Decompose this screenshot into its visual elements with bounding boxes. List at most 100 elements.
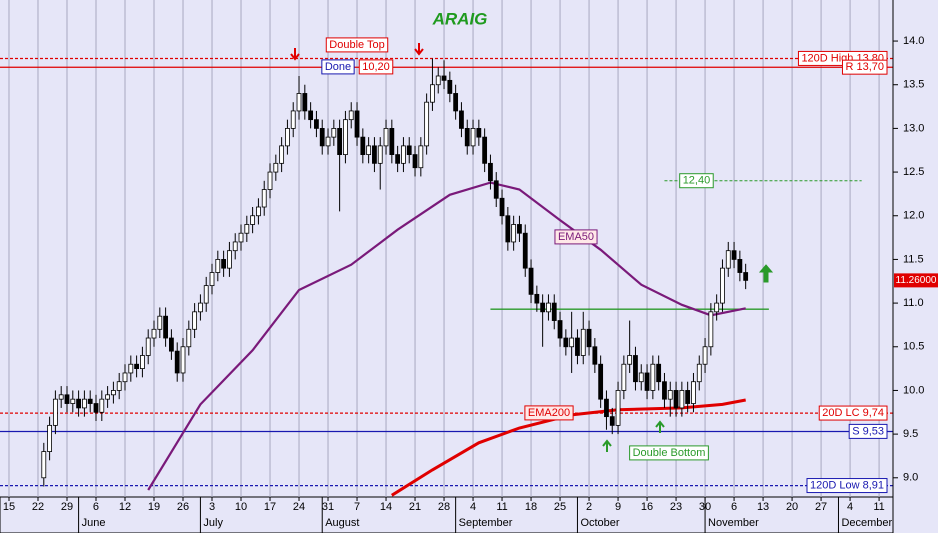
candle-body: [70, 398, 76, 404]
candle-body: [406, 145, 412, 156]
candle-body: [464, 127, 470, 147]
candle-body: [169, 337, 174, 352]
candle-body: [238, 232, 244, 243]
candle-body: [517, 224, 522, 234]
candle-body: [546, 302, 551, 313]
legend-label: EMA50: [558, 231, 594, 243]
candle-body: [743, 272, 749, 281]
month-label: June: [82, 517, 106, 529]
candle-body: [52, 398, 58, 426]
candle-body: [203, 285, 209, 304]
candle-body: [435, 75, 441, 86]
y-tick-label: 11.5: [903, 253, 924, 265]
chart-title: ARAIG: [432, 9, 488, 28]
label-box: [554, 229, 598, 245]
candle-body: [215, 259, 221, 273]
candle-body: [360, 136, 366, 156]
candle-body: [586, 328, 592, 348]
annotation: Done: [325, 61, 351, 73]
candle-body: [418, 145, 424, 169]
candle-body: [58, 394, 64, 400]
candle-body: [151, 328, 157, 339]
candle-body: [401, 145, 406, 164]
x-tick-label: 25: [554, 501, 566, 513]
candle-body: [679, 390, 685, 409]
label-box: [524, 405, 574, 421]
candle-body: [209, 272, 215, 287]
y-tick-label: 13.5: [903, 79, 924, 91]
y-tick-label: 11.0: [903, 297, 924, 309]
candle-body: [691, 381, 696, 404]
candle-body: [696, 363, 702, 383]
arrow-down: [290, 48, 300, 61]
candle-body: [232, 241, 238, 252]
candle-body: [737, 259, 743, 273]
candle-body: [273, 162, 279, 173]
candle-body: [145, 337, 151, 356]
candle-body: [47, 424, 52, 452]
y-tick-label: 9.5: [903, 428, 918, 440]
candle-body: [488, 162, 493, 182]
level-label: 120D Low 8,91: [810, 480, 884, 492]
y-tick-label: 13.0: [903, 122, 924, 134]
candle-body: [140, 355, 145, 370]
candle-body: [557, 320, 563, 339]
candle-body: [731, 250, 737, 260]
label-box: [321, 59, 355, 75]
month-label: August: [325, 517, 359, 529]
candle-body: [285, 127, 290, 147]
x-tick-label: 27: [815, 501, 827, 513]
arrow-up: [655, 420, 665, 433]
candle-body: [302, 93, 308, 112]
candle-body: [569, 337, 575, 348]
candle-body: [308, 110, 314, 121]
label-box: [841, 59, 888, 75]
candle-body: [615, 390, 621, 426]
candle-body: [227, 250, 232, 269]
candle-body: [505, 215, 511, 243]
candle-body: [662, 381, 667, 400]
x-tick-label: 17: [264, 501, 276, 513]
candle-body: [673, 390, 679, 409]
candle-body: [128, 363, 134, 374]
candle-body: [580, 328, 586, 356]
candle-body: [592, 346, 598, 365]
candle-body: [93, 403, 99, 413]
candle-body: [395, 154, 401, 164]
candle-body: [650, 363, 656, 391]
candle-body: [725, 250, 731, 269]
month-label: July: [203, 517, 223, 529]
candle-body: [470, 127, 476, 147]
candle-body: [256, 206, 261, 217]
level-label: R 13,70: [845, 61, 884, 73]
arrow-up: [758, 264, 774, 283]
x-tick-label: 12: [119, 501, 131, 513]
candle-body: [81, 398, 87, 409]
label-box: [806, 478, 888, 494]
candle-body: [377, 145, 383, 164]
candle-body: [609, 416, 615, 426]
candle-body: [331, 127, 337, 138]
candle-body: [250, 215, 256, 225]
x-tick-label: 6: [731, 501, 737, 513]
candle-body: [64, 394, 70, 404]
candle-body: [163, 315, 169, 339]
candle-body: [180, 346, 186, 374]
candle-body: [261, 189, 267, 208]
label-box: [848, 423, 888, 439]
candle-body: [372, 145, 377, 164]
candle-body: [667, 390, 673, 400]
candle-body: [87, 398, 93, 404]
target-label: 12,40: [683, 175, 711, 187]
candle-body: [621, 363, 627, 391]
x-tick-label: 4: [847, 501, 853, 513]
candle-body: [389, 127, 395, 156]
labels: 9.0 9.5 10.0 10.5 11.0 11.5 12.0 12.5 13.0 13.5 14…: [3, 35, 938, 529]
candle-body: [447, 79, 453, 94]
candle-body: [575, 337, 580, 356]
candle-body: [296, 93, 302, 112]
last-price-box: [894, 273, 938, 288]
candle-body: [499, 197, 505, 217]
